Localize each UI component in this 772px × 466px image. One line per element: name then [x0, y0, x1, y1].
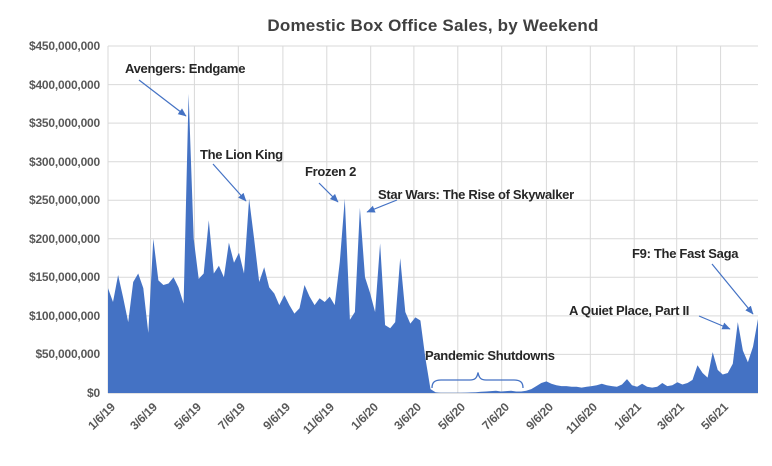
annotation-arrow — [212, 163, 247, 202]
annotation-pandemic-shutdowns: Pandemic Shutdowns — [425, 348, 555, 363]
chart-title: Domestic Box Office Sales, by Weekend — [267, 16, 599, 35]
y-axis-tick-label: $100,000,000 — [28, 308, 100, 323]
y-axis-tick-label: $0 — [87, 386, 100, 400]
y-axis-tick-label: $350,000,000 — [28, 116, 100, 131]
annotation-avengers-endgame: Avengers: Endgame — [125, 61, 246, 76]
annotation-a-quiet-place-part-ii: A Quiet Place, Part II — [569, 303, 690, 318]
y-axis-tick-label: $400,000,000 — [28, 77, 100, 92]
y-axis-tick-label: $300,000,000 — [28, 154, 100, 169]
annotation-arrow — [711, 263, 754, 315]
annotation-arrow — [366, 199, 398, 213]
annotation-arrows — [138, 79, 754, 389]
y-axis-tick-label: $250,000,000 — [28, 193, 100, 208]
y-axis-tick-label: $50,000,000 — [35, 347, 100, 362]
pandemic-shutdowns-bracket — [431, 372, 524, 389]
annotation-arrow — [318, 182, 339, 203]
annotation-the-lion-king: The Lion King — [200, 147, 283, 162]
y-axis-tick-label: $200,000,000 — [28, 231, 100, 246]
area-series — [108, 93, 758, 394]
annotation-arrow — [138, 79, 187, 117]
box-office-area-series — [108, 93, 758, 394]
annotation-arrow — [698, 315, 731, 330]
y-axis-tick-label: $150,000,000 — [28, 270, 100, 285]
annotation-frozen-2: Frozen 2 — [305, 164, 357, 179]
annotation-f9-the-fast-saga: F9: The Fast Saga — [632, 246, 739, 261]
annotation-star-wars-rise-of-skywalker: Star Wars: The Rise of Skywalker — [378, 187, 574, 202]
y-axis-tick-label: $450,000,000 — [28, 39, 100, 53]
